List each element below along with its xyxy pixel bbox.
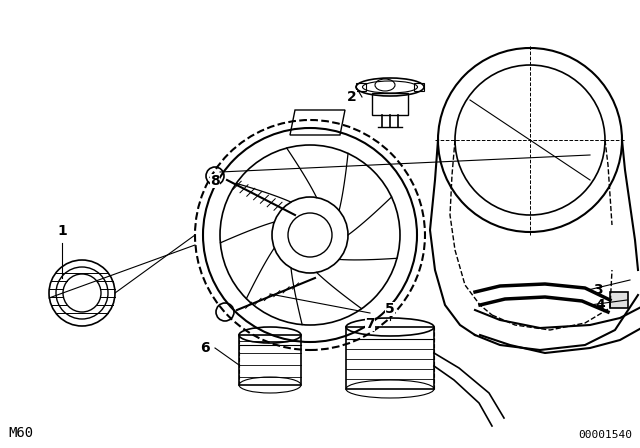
Text: M60: M60: [8, 426, 33, 440]
Text: 6: 6: [200, 341, 210, 355]
Text: 4: 4: [595, 298, 605, 312]
Polygon shape: [610, 292, 628, 308]
Text: 3: 3: [593, 283, 603, 297]
Text: 2: 2: [348, 90, 357, 104]
Text: 00001540: 00001540: [578, 430, 632, 440]
Text: 1: 1: [57, 224, 67, 238]
Text: 8: 8: [210, 174, 220, 188]
Text: 7: 7: [365, 317, 375, 331]
Text: 5: 5: [385, 302, 395, 316]
